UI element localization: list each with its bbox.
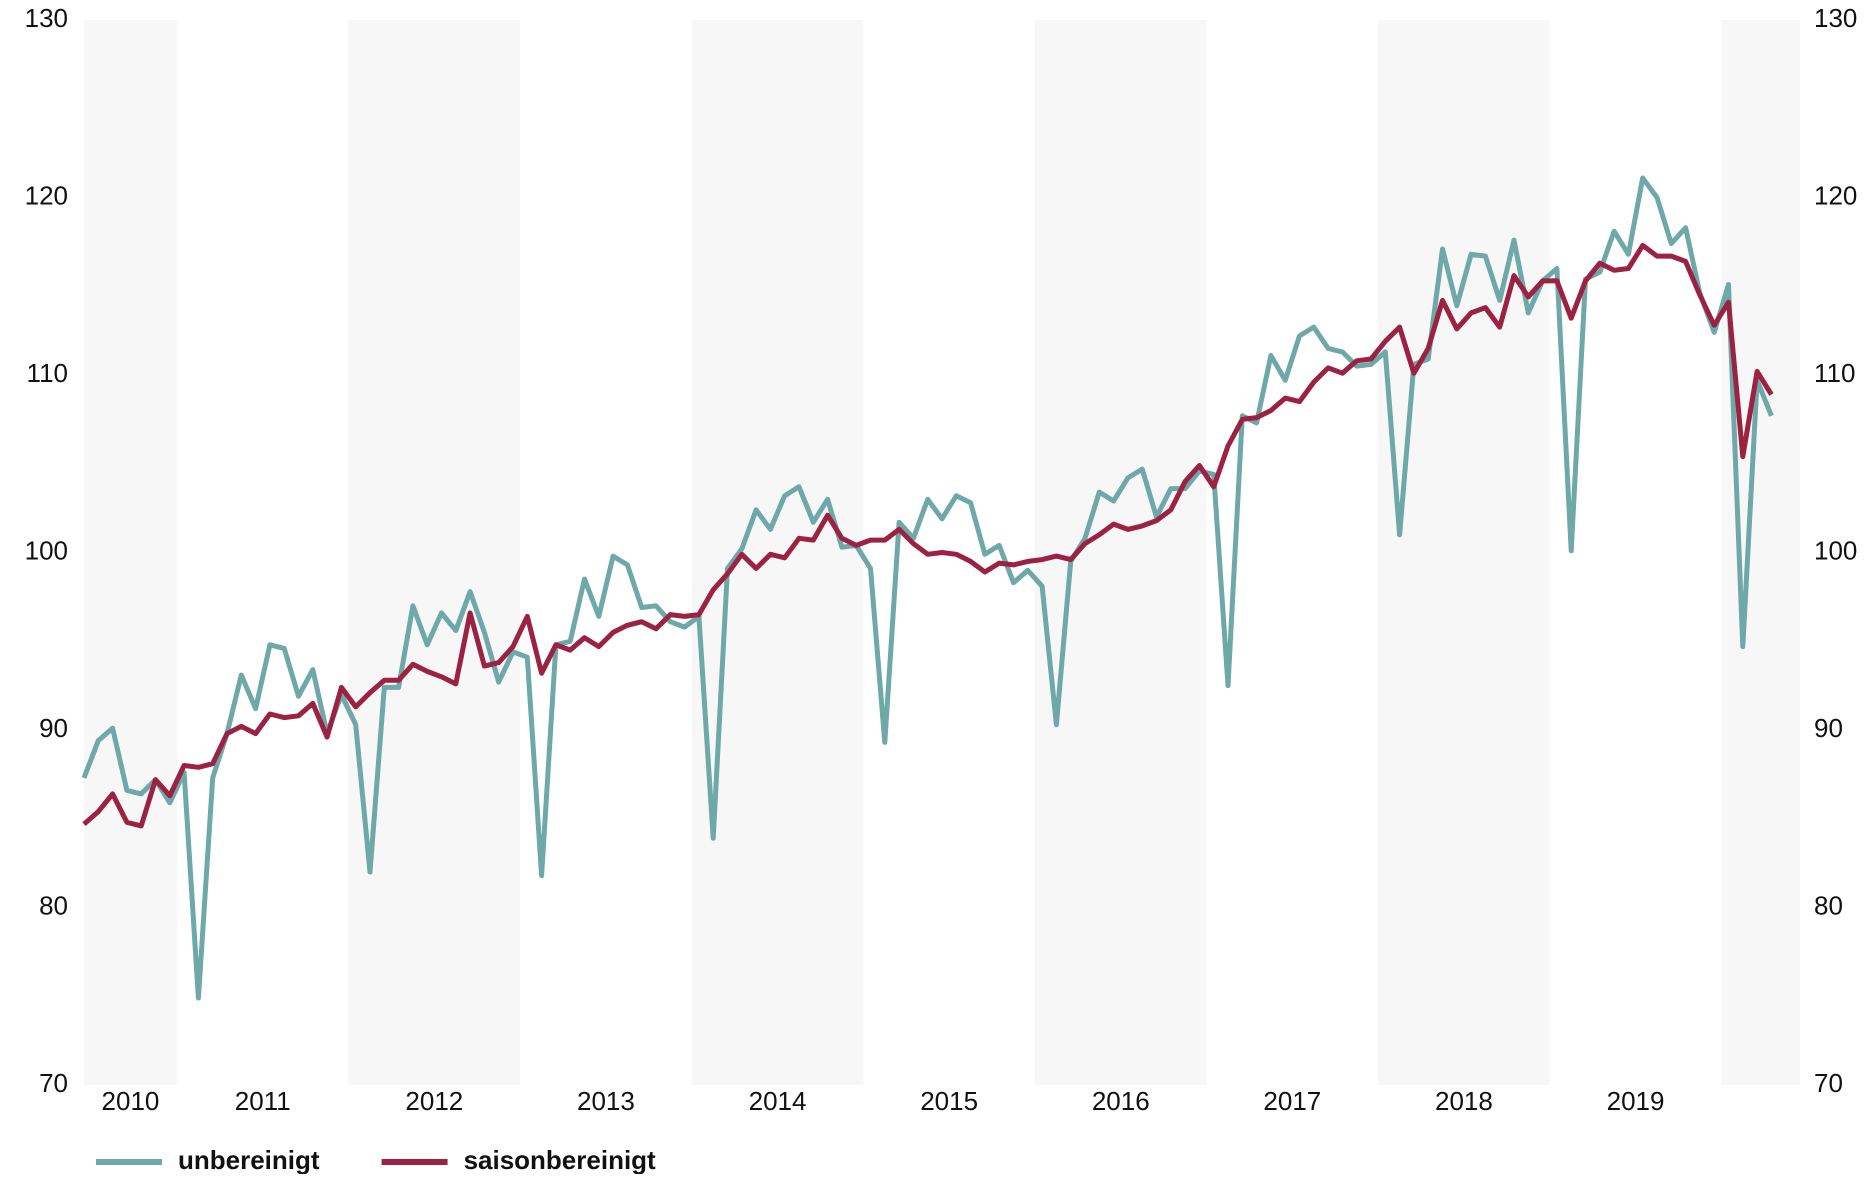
year-band (348, 20, 521, 1085)
year-band (84, 20, 177, 1085)
x-tick-label: 2010 (102, 1086, 160, 1116)
x-tick-label: 2012 (405, 1086, 463, 1116)
y-tick-label: 80 (39, 890, 68, 920)
legend-label: unbereinigt (178, 1145, 320, 1174)
y-tick-label: 130 (25, 3, 68, 33)
series-line (81, 175, 1774, 1001)
series-line (82, 242, 1774, 829)
y2-tick-label: 130 (1814, 3, 1857, 33)
year-band (1034, 20, 1207, 1085)
y2-tick-label: 110 (1814, 358, 1855, 388)
y2-tick-label: 120 (1814, 180, 1857, 210)
y2-tick-label: 80 (1814, 890, 1843, 920)
legend-label: saisonbereinigt (464, 1145, 656, 1174)
year-band (1721, 20, 1800, 1085)
y-tick-label: 90 (39, 713, 68, 743)
y-tick-label: 110 (27, 358, 68, 388)
x-tick-label: 2015 (920, 1086, 978, 1116)
year-band (1378, 20, 1550, 1085)
y-tick-label: 120 (25, 180, 68, 210)
year-band (691, 20, 864, 1085)
x-tick-label: 2011 (235, 1086, 291, 1116)
y-tick-label: 70 (39, 1068, 68, 1098)
x-tick-label: 2018 (1435, 1086, 1493, 1116)
x-tick-label: 2013 (577, 1086, 635, 1116)
y2-tick-label: 70 (1814, 1068, 1843, 1098)
y-tick-label: 100 (25, 535, 68, 565)
x-tick-label: 2016 (1092, 1086, 1150, 1116)
x-tick-label: 2017 (1263, 1086, 1321, 1116)
y2-tick-label: 100 (1814, 535, 1857, 565)
x-tick-label: 2019 (1607, 1086, 1665, 1116)
y2-tick-label: 90 (1814, 713, 1843, 743)
x-tick-label: 2014 (749, 1086, 807, 1116)
